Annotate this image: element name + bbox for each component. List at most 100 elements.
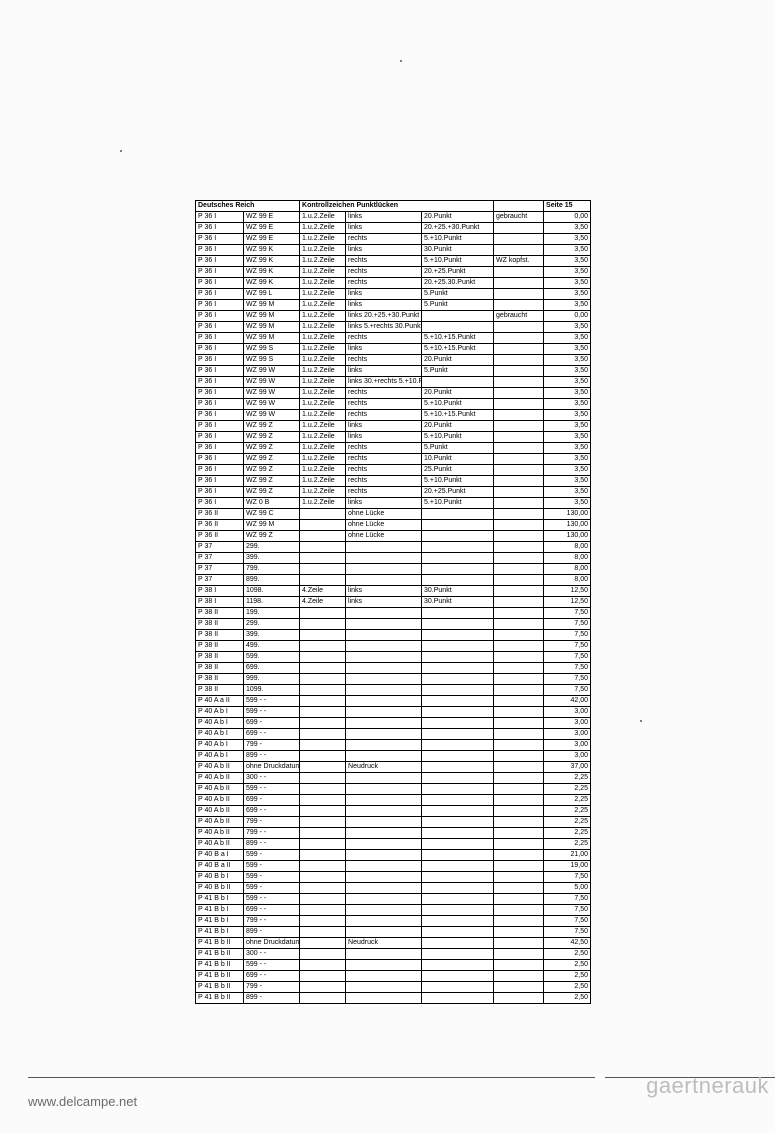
table-cell	[300, 795, 346, 806]
table-cell: 3,50	[544, 366, 591, 377]
table-cell: P 36 I	[196, 366, 244, 377]
table-cell	[346, 652, 422, 663]
table-cell: Neudruck	[346, 938, 422, 949]
table-row: P 38 II1099.7,50	[196, 685, 591, 696]
table-cell	[300, 652, 346, 663]
table-cell	[300, 685, 346, 696]
table-cell	[494, 597, 544, 608]
table-cell	[494, 366, 544, 377]
table-row: P 36 IWZ 99 W1.u.2.Zeilerechts20.Punkt3,…	[196, 388, 591, 399]
table-cell: P 40 A b II	[196, 828, 244, 839]
table-cell: 130,00	[544, 509, 591, 520]
table-cell: 599 - -	[244, 696, 300, 707]
table-cell: WZ 99 M	[244, 520, 300, 531]
table-cell	[494, 982, 544, 993]
table-cell	[346, 564, 422, 575]
table-cell: P 40 B b II	[196, 883, 244, 894]
table-cell: 1.u.2.Zeile	[300, 454, 346, 465]
table-cell: 2,25	[544, 828, 591, 839]
table-cell	[494, 718, 544, 729]
table-row: P 36 IWZ 99 W1.u.2.Zeilelinks 30.+rechts…	[196, 377, 591, 388]
table-cell	[422, 542, 494, 553]
table-cell: 299.	[244, 619, 300, 630]
table-cell: 20.Punkt	[422, 388, 494, 399]
table-cell	[300, 542, 346, 553]
table-cell	[346, 839, 422, 850]
table-row: P 36 IWZ 99 M1.u.2.Zeilerechts5.+10.+15.…	[196, 333, 591, 344]
table-cell: WZ 99 E	[244, 212, 300, 223]
table-cell: rechts	[346, 234, 422, 245]
table-cell: P 36 I	[196, 245, 244, 256]
table-cell: P 38 II	[196, 674, 244, 685]
table-cell: ohne Lücke	[346, 520, 422, 531]
table-cell: 1.u.2.Zeile	[300, 476, 346, 487]
table-cell: 20.+25.Punkt	[422, 487, 494, 498]
table-cell	[494, 553, 544, 564]
table-cell: 1.u.2.Zeile	[300, 234, 346, 245]
table-row: P 36 IWZ 99 Z1.u.2.Zeilelinks20.Punkt3,5…	[196, 421, 591, 432]
table-row: P 38 II699.7,50	[196, 663, 591, 674]
table-row: P 40 B a I599 -21,00	[196, 850, 591, 861]
table-cell	[300, 608, 346, 619]
table-cell: 1.u.2.Zeile	[300, 498, 346, 509]
table-cell	[494, 344, 544, 355]
table-cell	[346, 784, 422, 795]
table-cell	[300, 960, 346, 971]
table-cell	[422, 806, 494, 817]
table-cell: rechts	[346, 476, 422, 487]
table-cell: WZ 99 K	[244, 267, 300, 278]
table-cell: 1.u.2.Zeile	[300, 410, 346, 421]
table-cell	[494, 916, 544, 927]
table-cell: ohne Lücke	[346, 509, 422, 520]
table-cell	[346, 685, 422, 696]
table-cell	[346, 718, 422, 729]
table-cell: WZ 99 W	[244, 399, 300, 410]
table-cell: 699 - -	[244, 971, 300, 982]
table-cell	[346, 553, 422, 564]
col-header-1: Deutsches Reich	[196, 201, 300, 212]
table-cell: WZ 99 Z	[244, 465, 300, 476]
col-header-7: Seite 15	[544, 201, 591, 212]
table-cell	[494, 476, 544, 487]
table-cell: WZ 99 Z	[244, 454, 300, 465]
table-cell: 3,50	[544, 289, 591, 300]
table-cell: 1.u.2.Zeile	[300, 212, 346, 223]
table-cell: rechts	[346, 267, 422, 278]
table-cell: 130,00	[544, 520, 591, 531]
table-cell: 7,50	[544, 872, 591, 883]
table-cell	[494, 938, 544, 949]
table-cell: 1.u.2.Zeile	[300, 300, 346, 311]
table-row: P 40 A b II799 - -2,25	[196, 828, 591, 839]
table-cell: P 40 A b I	[196, 740, 244, 751]
table-cell	[346, 630, 422, 641]
table-row: P 41 B b I599 - -7,50	[196, 894, 591, 905]
table-cell	[346, 982, 422, 993]
table-cell	[346, 806, 422, 817]
table-cell: P 36 I	[196, 410, 244, 421]
table-cell: 299.	[244, 542, 300, 553]
table-cell: P 38 II	[196, 619, 244, 630]
table-cell: P 41 B b II	[196, 938, 244, 949]
table-cell: links	[346, 245, 422, 256]
table-cell: 2,50	[544, 993, 591, 1004]
table-cell: links 20.+25.+30.Punkt	[346, 311, 422, 322]
table-cell: 599 -	[244, 861, 300, 872]
table-cell: P 38 II	[196, 652, 244, 663]
table-cell	[494, 773, 544, 784]
table-cell	[346, 916, 422, 927]
table-row: P 36 IWZ 99 E1.u.2.Zeilelinks20.+25.+30.…	[196, 223, 591, 234]
table-cell	[494, 872, 544, 883]
table-cell: P 37	[196, 542, 244, 553]
table-cell: WZ 99 S	[244, 344, 300, 355]
table-cell: WZ 99 Z	[244, 487, 300, 498]
table-cell: P 38 II	[196, 663, 244, 674]
table-cell: P 38 II	[196, 641, 244, 652]
table-row: P 40 A b II599 - -2,25	[196, 784, 591, 795]
table-cell: 20.+25.Punkt	[422, 267, 494, 278]
table-cell	[494, 905, 544, 916]
table-cell: 5.Punkt	[422, 443, 494, 454]
table-cell	[422, 982, 494, 993]
table-cell	[300, 817, 346, 828]
table-cell: P 41 B b II	[196, 960, 244, 971]
table-cell: 7,50	[544, 619, 591, 630]
